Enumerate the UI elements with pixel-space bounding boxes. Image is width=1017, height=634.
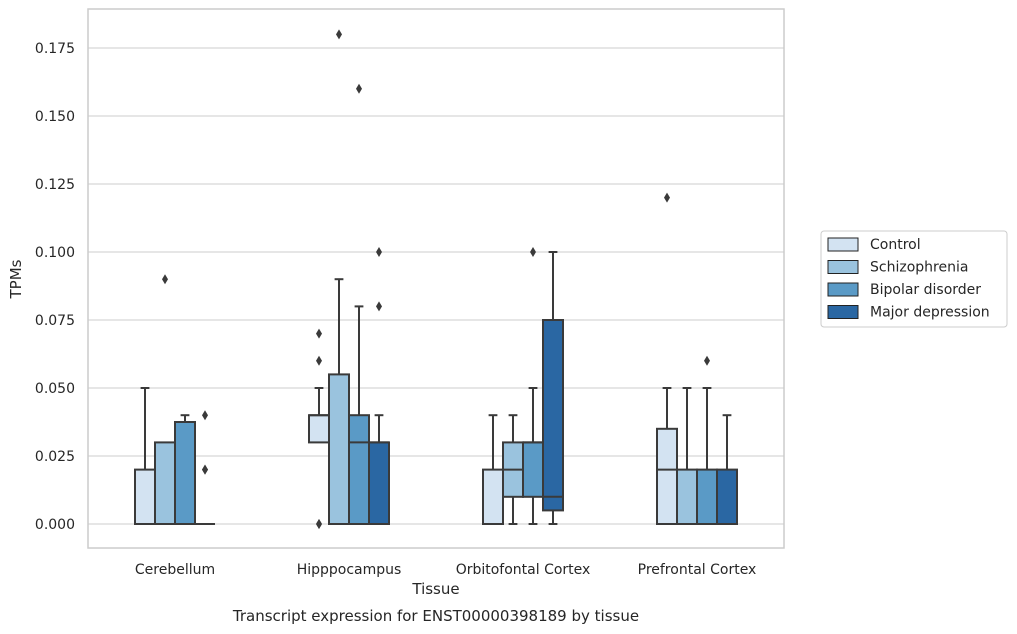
y-axis-label: TPMs — [7, 259, 25, 299]
legend-swatch — [827, 237, 859, 252]
box — [542, 251, 564, 525]
box-body — [348, 414, 370, 526]
outlier-point — [162, 274, 168, 285]
box-body — [308, 414, 330, 444]
outlier-point — [316, 519, 322, 529]
y-tick-label: 0.175 — [35, 41, 75, 57]
y-tick-label: 0.075 — [35, 313, 75, 329]
box — [154, 274, 176, 525]
box — [174, 414, 196, 525]
outlier-point — [664, 192, 670, 203]
legend-swatch — [827, 305, 859, 319]
box — [522, 247, 544, 525]
chart-caption: Transcript expression for ENST0000039818… — [232, 607, 639, 625]
y-tick-label: 0.100 — [35, 245, 75, 261]
legend-label: Bipolar disorder — [870, 282, 981, 298]
legend-frame — [820, 230, 1008, 328]
box-body — [716, 468, 738, 526]
box — [328, 29, 350, 525]
legend-swatch — [827, 260, 859, 274]
y-tick-label: 0.150 — [35, 109, 75, 125]
box — [502, 414, 524, 525]
box — [716, 414, 738, 526]
outlier-point — [202, 464, 208, 475]
box — [195, 410, 215, 525]
outlier-point — [202, 410, 208, 421]
outlier-point — [704, 355, 710, 366]
grid-lines — [88, 47, 784, 525]
box-body — [368, 441, 390, 525]
outlier-point — [316, 328, 322, 339]
box-body — [676, 468, 698, 526]
y-tick-label: 0.125 — [35, 177, 75, 193]
outlier-point — [336, 29, 342, 40]
outlier-point — [356, 83, 362, 94]
box-body — [134, 468, 156, 526]
box — [656, 192, 678, 525]
x-tick-label: Prefrontal Cortex — [638, 562, 757, 578]
outlier-point — [376, 247, 382, 257]
box-body — [154, 441, 176, 525]
legend-label: Control — [870, 237, 921, 253]
x-axis-label: Tissue — [411, 580, 459, 598]
box — [368, 247, 390, 525]
box — [348, 83, 370, 526]
legend-label: Major depression — [870, 305, 990, 321]
y-tick-label: 0.000 — [35, 517, 75, 533]
x-tick-labels: Cerebellum Hipppocampus Orbitofontal Corte… — [135, 562, 756, 578]
box — [308, 328, 330, 529]
y-tick-label: 0.025 — [35, 449, 75, 465]
box-body — [542, 319, 564, 512]
box-body — [522, 441, 544, 498]
outlier-point — [376, 301, 382, 312]
outlier-point — [316, 355, 322, 366]
legend-label: Schizophrenia — [870, 260, 968, 276]
box-body — [174, 421, 196, 525]
box — [696, 355, 718, 526]
box-body — [656, 427, 678, 525]
legend-swatch — [827, 282, 859, 297]
y-tick-label: 0.050 — [35, 381, 75, 397]
box-body — [696, 468, 718, 526]
box — [482, 414, 504, 526]
x-tick-label: Orbitofontal Cortex — [456, 562, 591, 578]
plot-frame — [87, 8, 785, 549]
box-series — [134, 29, 738, 529]
y-tick-labels: 0.000 0.025 0.050 0.075 0.100 0.125 0.150 0.175 — [35, 41, 75, 533]
x-tick-label: Hipppocampus — [297, 562, 402, 578]
outlier-point — [530, 247, 536, 257]
x-tick-label: Cerebellum — [135, 562, 215, 578]
legend: Control Schizophrenia Bipolar disorder Majo… — [820, 230, 1008, 328]
box-body — [482, 468, 504, 526]
box — [134, 387, 156, 526]
box-body — [328, 373, 350, 525]
